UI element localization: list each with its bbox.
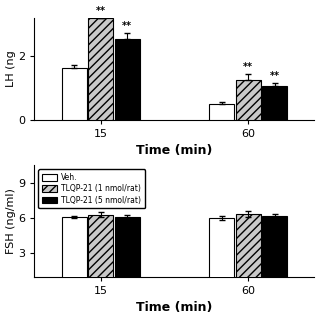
- Bar: [62, 217, 87, 289]
- Y-axis label: LH (ng: LH (ng: [5, 51, 16, 87]
- Legend: Veh., TLQP-21 (1 nmol/rat), TLQP-21 (5 nmol/rat): Veh., TLQP-21 (1 nmol/rat), TLQP-21 (5 n…: [38, 169, 145, 208]
- Bar: [88, 215, 113, 289]
- Bar: [262, 216, 287, 289]
- Bar: [209, 218, 234, 289]
- Bar: [88, 18, 113, 119]
- Bar: [115, 39, 140, 119]
- Text: **: **: [243, 62, 253, 72]
- Bar: [262, 86, 287, 119]
- Bar: [115, 217, 140, 289]
- Text: **: **: [122, 20, 132, 31]
- Bar: [62, 68, 87, 119]
- X-axis label: Time (min): Time (min): [136, 301, 213, 315]
- Text: **: **: [270, 71, 280, 81]
- Bar: [209, 104, 234, 119]
- X-axis label: Time (min): Time (min): [136, 144, 213, 157]
- Y-axis label: FSH (ng/ml): FSH (ng/ml): [5, 188, 16, 254]
- Bar: [236, 80, 261, 119]
- Bar: [236, 214, 261, 289]
- Text: **: **: [96, 6, 106, 16]
